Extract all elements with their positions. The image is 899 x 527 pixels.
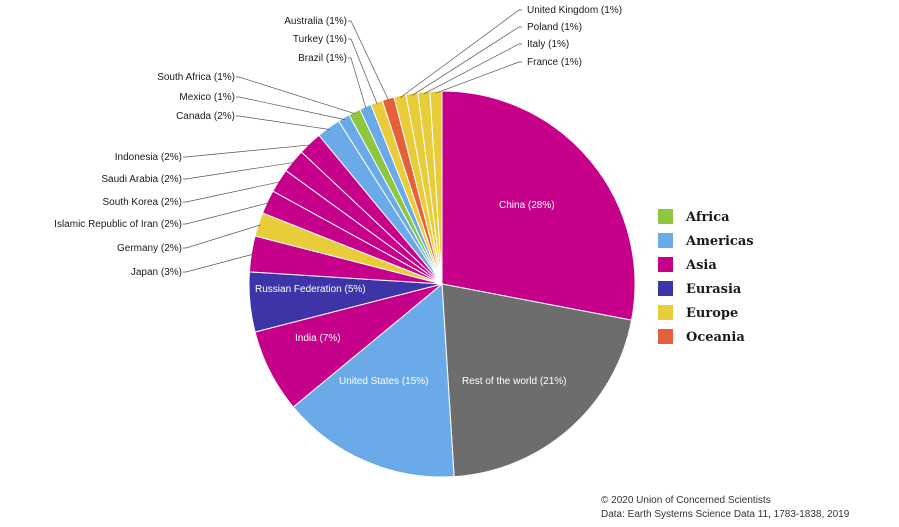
leader-canada: [236, 115, 330, 130]
legend-swatch-europe: [658, 305, 673, 320]
leader-poland: [411, 26, 522, 96]
label-italy: Italy (1%): [527, 39, 569, 50]
label-germany: Germany (2%): [117, 243, 182, 254]
label-japan: Japan (3%): [131, 267, 182, 278]
legend: Africa Americas Asia Eurasia Europe Oceania: [658, 209, 754, 345]
label-indonesia: Indonesia (2%): [115, 152, 182, 163]
legend-swatch-americas: [658, 233, 673, 248]
legend-label-europe: Europe: [686, 306, 738, 321]
label-rest-of-the-world: Rest of the world (21%): [462, 376, 567, 387]
label-poland: Poland (1%): [527, 22, 582, 33]
leader-turkey: [348, 38, 378, 105]
label-islamic-republic-of-iran: Islamic Republic of Iran (2%): [54, 219, 182, 230]
callout-leader-lines: [183, 9, 522, 273]
leader-france: [435, 61, 522, 94]
pie-slices: [248, 90, 636, 478]
leader-united-kingdom: [400, 9, 522, 98]
leader-germany: [183, 224, 261, 249]
label-russian-federation: Russian Federation (5%): [255, 284, 366, 295]
label-united-states: United States (15%): [339, 376, 429, 387]
legend-swatch-oceania: [658, 329, 673, 344]
legend-swatch-africa: [658, 209, 673, 224]
slice-rest-of-the-world: [441, 283, 633, 478]
leader-south-africa: [236, 76, 356, 115]
legend-label-asia: Asia: [685, 258, 717, 273]
slice-united-states: [292, 282, 455, 478]
legend-label-oceania: Oceania: [686, 330, 745, 345]
label-france: France (1%): [527, 57, 582, 68]
label-south-korea: South Korea (2%): [103, 197, 183, 208]
label-australia: Australia (1%): [284, 16, 347, 27]
legend-swatch-eurasia: [658, 281, 673, 296]
leader-south-korea: [183, 181, 281, 203]
slice-labels: China (28%) Rest of the world (21%) United…: [54, 5, 622, 387]
label-south-africa: South Africa (1%): [157, 72, 235, 83]
label-india: India (7%): [295, 333, 341, 344]
label-mexico: Mexico (1%): [179, 92, 235, 103]
slice-china: [441, 90, 636, 321]
leader-japan: [183, 253, 254, 273]
credit: © 2020 Union of Concerned Scientists Dat…: [601, 495, 850, 520]
label-china: China (28%): [499, 200, 555, 211]
credit-copyright: © 2020 Union of Concerned Scientists: [601, 495, 771, 506]
credit-source: Data: Earth Systems Science Data 11, 178…: [601, 509, 850, 520]
legend-swatch-asia: [658, 257, 673, 272]
legend-label-americas: Americas: [685, 234, 754, 249]
label-turkey: Turkey (1%): [293, 34, 347, 45]
label-brazil: Brazil (1%): [298, 53, 347, 64]
leader-indonesia: [183, 144, 312, 158]
leader-australia: [348, 20, 390, 101]
label-canada: Canada (2%): [176, 111, 235, 122]
leader-brazil: [348, 57, 367, 109]
leader-islamic-republic-of-iran: [183, 202, 270, 225]
leader-italy: [423, 43, 522, 95]
label-united-kingdom: United Kingdom (1%): [527, 5, 622, 16]
leader-saudi-arabia: [183, 161, 295, 180]
leader-mexico: [236, 96, 345, 120]
legend-label-eurasia: Eurasia: [686, 282, 742, 297]
label-saudi-arabia: Saudi Arabia (2%): [101, 174, 182, 185]
legend-label-africa: Africa: [685, 210, 730, 225]
